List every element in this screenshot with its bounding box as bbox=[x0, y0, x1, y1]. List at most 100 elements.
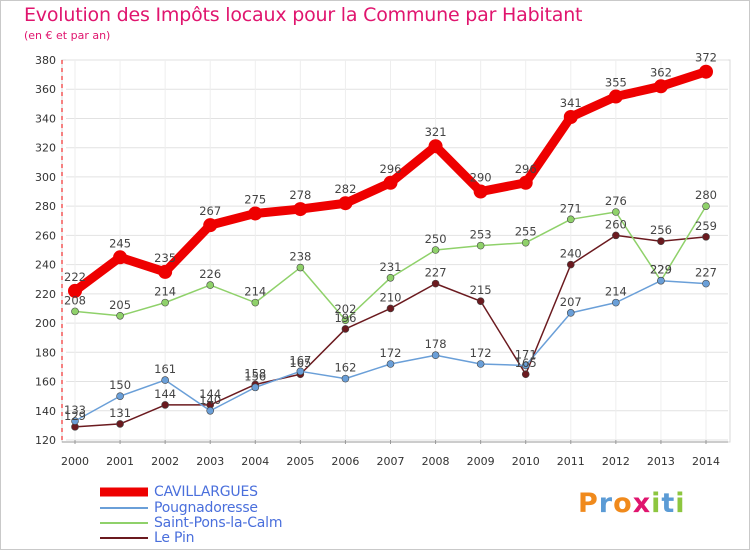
data-label-cavillargues: 296 bbox=[515, 162, 537, 176]
data-point-pougnadoresse bbox=[566, 309, 575, 317]
data-label-le-pin: 129 bbox=[64, 409, 86, 423]
legend-label-pougnadoresse: Pougnadoresse bbox=[154, 500, 258, 516]
data-label-le-pin: 260 bbox=[605, 217, 627, 231]
plot-area bbox=[61, 59, 731, 443]
x-tick-label: 2011 bbox=[557, 455, 585, 468]
data-point-pougnadoresse bbox=[206, 406, 215, 415]
series bbox=[68, 64, 713, 431]
legend-item-le-pin: Le Pin bbox=[100, 530, 195, 546]
data-label-pougnadoresse: 133 bbox=[64, 403, 86, 417]
data-point-pougnadoresse bbox=[476, 360, 485, 368]
legend-label-cavillargues: CAVILLARGUES bbox=[154, 484, 258, 500]
data-point-cavillargues bbox=[68, 283, 82, 298]
x-tick-label: 2013 bbox=[647, 455, 675, 468]
grid bbox=[66, 59, 728, 441]
y-tick-label: 240 bbox=[35, 259, 56, 272]
data-point-cavillargues bbox=[248, 206, 263, 221]
data-point-le-pin bbox=[386, 304, 395, 313]
legend-item-cavillargues: CAVILLARGUES bbox=[100, 484, 258, 500]
legend-swatch-saint-pons-la-calm bbox=[100, 522, 148, 524]
data-point-cavillargues bbox=[293, 202, 308, 217]
x-tick-label: 2006 bbox=[331, 455, 359, 468]
data-point-le-pin bbox=[566, 260, 575, 269]
data-label-le-pin: 165 bbox=[289, 356, 311, 370]
data-labels: 129 131 144 144 158 165 196 210 227 215 165 240 260 2… bbox=[64, 51, 717, 423]
data-label-le-pin: 196 bbox=[334, 311, 356, 325]
data-point-cavillargues bbox=[158, 264, 173, 279]
data-label-le-pin: 165 bbox=[515, 356, 537, 370]
data-label-saint-pons-la-calm: 214 bbox=[244, 285, 266, 299]
data-label-saint-pons-la-calm: 250 bbox=[425, 232, 447, 246]
data-label-cavillargues: 362 bbox=[650, 65, 672, 79]
legend-swatch-pougnadoresse bbox=[100, 507, 148, 509]
data-label-saint-pons-la-calm: 255 bbox=[515, 225, 537, 239]
y-tick-label: 180 bbox=[35, 346, 56, 359]
data-point-cavillargues bbox=[563, 110, 578, 124]
data-label-le-pin: 227 bbox=[425, 266, 447, 280]
data-label-pougnadoresse: 227 bbox=[695, 266, 717, 280]
data-label-cavillargues: 235 bbox=[154, 251, 176, 265]
data-point-le-pin bbox=[521, 370, 530, 379]
legend-swatch-cavillargues bbox=[100, 487, 148, 497]
data-label-cavillargues: 275 bbox=[244, 192, 266, 206]
data-point-pougnadoresse bbox=[702, 279, 710, 288]
data-label-le-pin: 158 bbox=[244, 366, 266, 380]
y-tick-label: 120 bbox=[35, 434, 56, 447]
data-point-saint-pons-la-calm bbox=[702, 202, 710, 210]
data-label-cavillargues: 282 bbox=[334, 182, 356, 196]
data-point-le-pin bbox=[702, 233, 710, 241]
y-tick-label: 340 bbox=[35, 112, 56, 125]
data-point-pougnadoresse bbox=[521, 361, 530, 370]
data-label-pougnadoresse: 162 bbox=[334, 361, 356, 375]
logo-letter: o bbox=[613, 488, 633, 519]
data-point-saint-pons-la-calm bbox=[206, 281, 215, 289]
data-label-pougnadoresse: 156 bbox=[244, 369, 266, 383]
x-tick-label: 2008 bbox=[422, 455, 450, 468]
data-label-pougnadoresse: 150 bbox=[109, 378, 131, 392]
data-label-cavillargues: 290 bbox=[470, 171, 492, 185]
data-label-pougnadoresse: 140 bbox=[199, 393, 221, 407]
data-point-cavillargues bbox=[473, 184, 488, 199]
logo-letter: P bbox=[578, 488, 599, 519]
data-point-cavillargues bbox=[338, 196, 353, 211]
data-label-saint-pons-la-calm: 229 bbox=[650, 263, 672, 277]
data-point-cavillargues bbox=[428, 139, 443, 154]
x-tick-label: 2012 bbox=[602, 455, 630, 468]
data-point-cavillargues bbox=[113, 250, 128, 265]
data-label-pougnadoresse: 172 bbox=[470, 346, 492, 360]
y-tick-label: 140 bbox=[35, 405, 56, 418]
data-label-pougnadoresse: 229 bbox=[650, 263, 672, 277]
data-label-saint-pons-la-calm: 214 bbox=[154, 285, 176, 299]
data-label-le-pin: 215 bbox=[470, 283, 492, 297]
legend-swatch-le-pin bbox=[100, 537, 148, 539]
data-point-saint-pons-la-calm bbox=[116, 311, 124, 320]
x-tick-label: 2009 bbox=[467, 455, 495, 468]
data-point-saint-pons-la-calm bbox=[612, 208, 620, 216]
legend-label-le-pin: Le Pin bbox=[154, 530, 195, 546]
data-point-pougnadoresse bbox=[612, 298, 620, 307]
data-point-cavillargues bbox=[383, 175, 398, 190]
data-label-pougnadoresse: 167 bbox=[289, 353, 311, 367]
data-point-pougnadoresse bbox=[296, 367, 305, 376]
data-point-saint-pons-la-calm bbox=[566, 215, 575, 224]
data-label-saint-pons-la-calm: 276 bbox=[605, 194, 627, 208]
data-point-cavillargues bbox=[653, 79, 668, 94]
logo-letter: r bbox=[598, 488, 614, 519]
logo-letter: x bbox=[632, 488, 652, 519]
y-tick-label: 360 bbox=[35, 83, 56, 96]
y-tick-label: 280 bbox=[35, 200, 56, 213]
data-point-pougnadoresse bbox=[71, 417, 79, 425]
data-label-pougnadoresse: 171 bbox=[515, 347, 537, 361]
data-label-le-pin: 144 bbox=[154, 387, 176, 401]
y-tick-label: 160 bbox=[35, 376, 56, 389]
chart-title: Evolution des Impôts locaux pour la Comm… bbox=[24, 4, 583, 26]
data-point-saint-pons-la-calm bbox=[71, 307, 79, 316]
data-point-saint-pons-la-calm bbox=[386, 273, 395, 282]
chart-subtitle: (en € et par an) bbox=[24, 29, 111, 42]
data-label-cavillargues: 267 bbox=[199, 204, 221, 218]
x-tick-label: 2003 bbox=[196, 455, 224, 468]
data-point-cavillargues bbox=[203, 218, 218, 233]
data-label-cavillargues: 296 bbox=[380, 162, 402, 176]
axes: 120 140 160 180 200 220 240 260 280 300 320 340 360 3… bbox=[35, 54, 728, 468]
